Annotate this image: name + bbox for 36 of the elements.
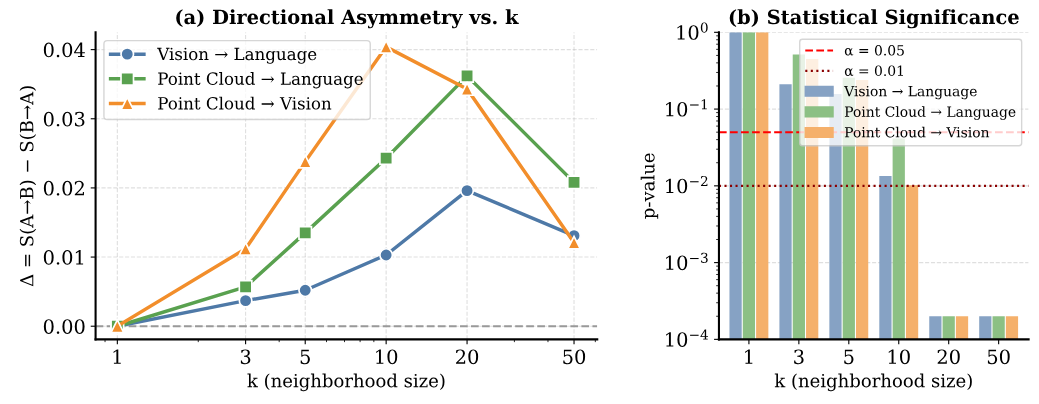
y-axis-title: Δ = S(A→B) − S(B→A) — [19, 86, 37, 287]
y-tick-label: 0.03 — [43, 111, 85, 127]
legend-label: Point Cloud → Vision — [844, 126, 990, 138]
x-tick-label: 50 — [987, 349, 1010, 365]
y-axis-title: p-value — [640, 153, 659, 219]
legend-label: Vision → Language — [157, 47, 317, 64]
y-tick-label: 10$^{−3}$ — [666, 252, 708, 271]
chart-title: (a) Directional Asymmetry vs. k — [176, 9, 519, 29]
y-tick-label: 0.00 — [43, 319, 85, 334]
legend-label: α = 0.05 — [844, 45, 904, 56]
x-axis-title: k (neighborhood size) — [774, 373, 972, 392]
x-tick-label: 50 — [563, 349, 586, 365]
x-tick-label: 20 — [456, 349, 479, 365]
y-tick-label: 10$^{−4}$ — [666, 329, 709, 347]
y-tick-label: 10$^{0}$ — [677, 22, 708, 40]
x-tick-label: 10 — [888, 349, 910, 365]
y-tick-label: 10$^{−2}$ — [666, 175, 708, 194]
y-tick-label: 0.02 — [43, 180, 84, 196]
legend-label: Point Cloud → Language — [158, 72, 363, 89]
x-axis-title: k (neighborhood size) — [247, 373, 445, 392]
x-tick-label: 1 — [745, 349, 753, 364]
x-tick-label: 3 — [240, 349, 251, 365]
y-tick-label: 10$^{−1}$ — [666, 99, 707, 117]
chart-title: (b) Statistical Significance — [729, 9, 1019, 29]
y-tick-label: 0.01 — [43, 250, 84, 265]
legend-label: Point Cloud → Vision — [158, 96, 332, 110]
x-tick-label: 1 — [113, 349, 121, 364]
x-tick-label: 5 — [844, 349, 854, 365]
x-tick-label: 20 — [937, 349, 960, 365]
x-tick-label: 5 — [300, 349, 310, 365]
y-tick-label: 0.04 — [43, 42, 85, 58]
x-tick-label: 10 — [376, 349, 398, 365]
legend-label: α = 0.01 — [844, 65, 903, 76]
legend-label: Point Cloud → Language — [844, 106, 1016, 120]
legend-label: Vision → Language — [844, 85, 977, 100]
x-tick-label: 3 — [794, 349, 804, 365]
